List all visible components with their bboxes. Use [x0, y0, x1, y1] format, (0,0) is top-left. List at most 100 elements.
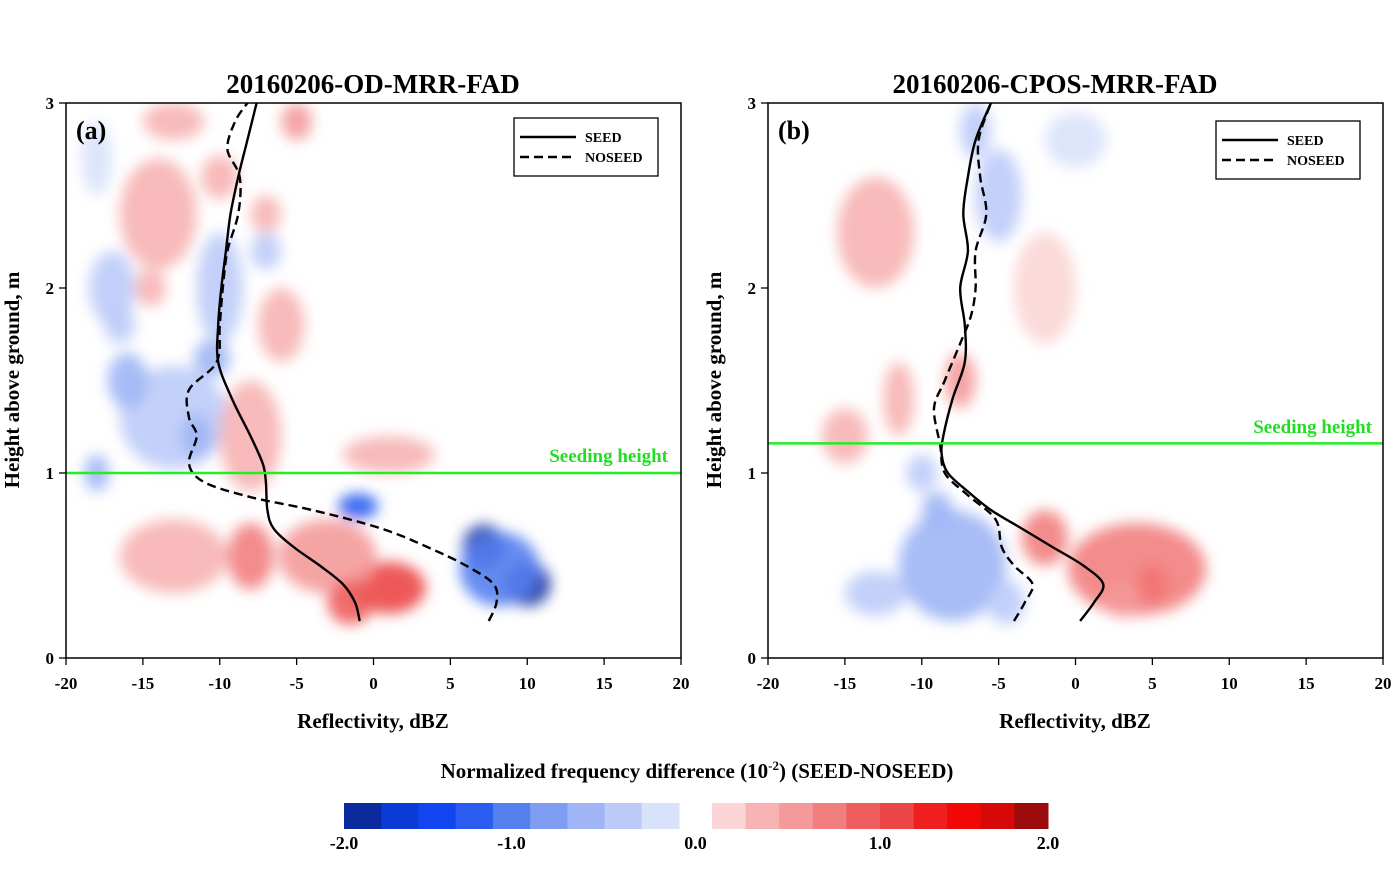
heatmap-cell-a-16 [281, 103, 312, 140]
colorbar-tick-label-4: 2.0 [1037, 833, 1060, 853]
x-tick-label-b-0: 0 [1071, 674, 1080, 693]
colorbar-tick-label-1: -1.0 [497, 833, 526, 853]
x-tick-label-b--15: -15 [834, 674, 857, 693]
y-tick-label-a-0: 0 [46, 649, 55, 668]
panel-label-b: (b) [778, 116, 810, 145]
profile-lines-a [185, 103, 499, 622]
y-tick-label-a-3: 3 [46, 94, 55, 113]
chart-title-b: 20160206-CPOS-MRR-FAD [893, 69, 1218, 99]
heatmap-cell-a-2 [459, 532, 540, 607]
x-tick-label-b-5: 5 [1148, 674, 1157, 693]
x-axis-title-a: Reflectivity, dBZ [297, 709, 449, 733]
heatmap-cell-b-11 [960, 103, 991, 159]
chart-title-a: 20160206-OD-MRR-FAD [226, 69, 519, 99]
heatmap-cell-b-14 [1014, 232, 1076, 344]
seeding-height-label-a: Seeding height [549, 446, 668, 467]
legend-b: SEED NOSEED [1215, 120, 1361, 180]
seeding-height-label-b: Seeding height [1253, 417, 1372, 438]
legend-seed-label-a: SEED [585, 131, 622, 146]
colorbar: Normalized frequency difference (10-2) (… [330, 758, 1060, 853]
colorbar-pos-swatch-5 [880, 803, 915, 829]
y-tick-label-a-2: 2 [46, 279, 55, 298]
legend-box-a [513, 117, 659, 177]
colorbar-pos-swatch-3 [812, 803, 847, 829]
heatmap-cell-a-5 [278, 519, 377, 594]
legend-seed-label-b: SEED [1287, 134, 1324, 149]
heatmap-cell-b-5 [844, 571, 907, 616]
x-tick-label-b--20: -20 [757, 674, 780, 693]
heatmap-cell-b-16 [1044, 112, 1107, 168]
colorbar-neg-swatch-3 [455, 803, 494, 829]
heatmap-cell-a-7 [119, 519, 228, 594]
y-tick-label-a-1: 1 [46, 464, 55, 483]
heatmap-cell-a-11 [193, 339, 231, 377]
colorbar-neg-swatch-7 [604, 803, 643, 829]
colorbar-neg-swatch-1 [381, 803, 419, 829]
colorbar-pos-swatch-2 [779, 803, 814, 829]
heatmap-cell-a-15 [342, 436, 435, 473]
colorbar-tick-label-0: -2.0 [330, 833, 359, 853]
colorbar-neg-swatch-8 [641, 803, 680, 829]
x-axis-title-b: Reflectivity, dBZ [999, 709, 1151, 733]
y-tick-label-b-3: 3 [748, 94, 757, 113]
heatmap-cell-a-18 [119, 158, 197, 270]
legend-noseed-label-a: NOSEED [585, 151, 643, 166]
heatmap-cell-b-3 [1103, 580, 1141, 618]
heatmap-cell-b-15 [821, 408, 868, 464]
colorbar-pos-swatch-6 [913, 803, 948, 829]
panel-a: 20160206-OD-MRR-FAD Seeding height -20 -1… [0, 69, 690, 733]
profile-lines-b [932, 103, 1105, 622]
heatmap-cell-a-20 [250, 232, 282, 270]
x-tick-label-a--20: -20 [55, 674, 78, 693]
heatmap-cell-a-22 [135, 269, 166, 307]
axis-ticks-b: -20 -15 -10 -5 0 5 10 15 20 0 1 2 3 [748, 94, 1392, 693]
heatmap-cell-b-4 [898, 510, 1007, 621]
heatmap-cell-b-2 [1021, 510, 1068, 566]
legend-box-b [1215, 120, 1361, 180]
heatmap-cell-a-26 [142, 103, 205, 140]
heatmap-cell-b-7 [921, 491, 953, 529]
colorbar-pos-swatch-0 [712, 803, 747, 829]
heatmap-cell-a-12 [181, 413, 213, 459]
heatmap-cell-a-10 [107, 352, 148, 409]
x-tick-label-b--5: -5 [992, 674, 1006, 693]
colorbar-title: Normalized frequency difference (10-2) (… [441, 758, 954, 783]
y-axis-title-a: Height above ground, m [0, 271, 24, 488]
heatmap-cell-a-3 [338, 493, 379, 520]
x-tick-label-a--10: -10 [208, 674, 231, 693]
heatmap-cell-a-23 [104, 306, 136, 344]
x-tick-label-a-0: 0 [369, 674, 378, 693]
colorbar-pos-swatch-9 [1014, 803, 1049, 829]
x-tick-label-a-10: 10 [519, 674, 536, 693]
colorbar-neg-swatch-4 [492, 803, 531, 829]
x-tick-label-b-20: 20 [1375, 674, 1392, 693]
panel-label-a: (a) [76, 116, 106, 145]
y-tick-label-b-1: 1 [748, 464, 757, 483]
colorbar-neg-swatch-6 [567, 803, 606, 829]
heatmap-cell-a-21 [89, 251, 136, 325]
x-tick-label-b-10: 10 [1221, 674, 1238, 693]
colorbar-labels: -2.0 -1.0 0.0 1.0 2.0 [330, 833, 1060, 853]
y-tick-label-b-2: 2 [748, 279, 757, 298]
heatmap-cell-a-17 [201, 154, 239, 200]
heatmap-cell-a-8 [227, 522, 274, 590]
heatmap-cell-a-27 [250, 195, 282, 233]
panel-b: 20160206-CPOS-MRR-FAD Seeding height -20… [702, 69, 1392, 733]
x-tick-label-a-5: 5 [446, 674, 455, 693]
x-tick-label-a-15: 15 [596, 674, 613, 693]
x-tick-label-b--10: -10 [910, 674, 933, 693]
heatmap-cell-b-9 [883, 362, 915, 436]
y-tick-label-b-0: 0 [748, 649, 757, 668]
colorbar-positive [712, 803, 1049, 829]
heatmap-cell-a-25 [81, 121, 113, 196]
colorbar-neg-swatch-5 [530, 803, 568, 829]
profile-line-seed-a [215, 103, 361, 622]
x-tick-label-b-15: 15 [1298, 674, 1315, 693]
heatmap-cell-b-13 [837, 177, 915, 288]
x-tick-label-a--5: -5 [290, 674, 304, 693]
heatmap-cell-b-6 [987, 580, 1025, 625]
legend-a: SEED NOSEED [513, 117, 659, 177]
colorbar-tick-label-2: 0.0 [684, 833, 707, 853]
